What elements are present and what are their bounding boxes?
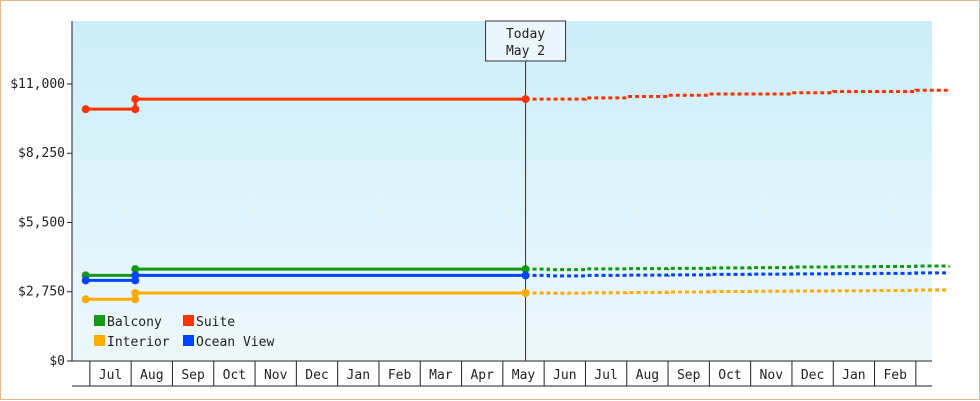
x-tick-label: Aug	[140, 368, 163, 383]
x-tick-label: May	[512, 368, 536, 383]
series-forecast-ocean-view	[525, 271, 951, 278]
x-tick-label: Nov	[760, 368, 784, 383]
point-interior	[131, 289, 140, 297]
x-tick-label: Jan	[347, 368, 370, 383]
legend-swatch-interior	[94, 335, 105, 346]
y-tick-label: $11,000	[10, 77, 65, 92]
legend-swatch-balcony	[94, 315, 105, 326]
series-forecast-interior	[525, 288, 951, 295]
y-tick-label: $2,750	[18, 285, 65, 300]
legend-swatch-ocean-view	[183, 335, 194, 346]
x-tick-label: Feb	[388, 368, 412, 383]
point-suite	[521, 95, 530, 104]
y-tick-label: $8,250	[18, 146, 65, 161]
legend-swatch-suite	[183, 315, 194, 326]
point-balcony	[131, 265, 140, 274]
point-ocean-view	[521, 271, 530, 280]
series-forecast-balcony	[525, 264, 951, 272]
x-tick-label: Jul	[99, 368, 122, 383]
point-interior	[81, 295, 90, 304]
legend-label-interior: Interior	[107, 335, 170, 350]
y-tick-label: $5,500	[18, 215, 65, 230]
point-interior	[131, 295, 140, 304]
series-forecast-suite	[525, 88, 949, 101]
point-suite	[81, 105, 90, 114]
point-balcony	[521, 265, 530, 274]
point-interior	[521, 289, 530, 297]
x-tick-label: Jan	[842, 368, 865, 383]
x-tick-label: Feb	[883, 368, 907, 383]
point-ocean-view	[131, 271, 140, 280]
x-tick-label: Oct	[718, 368, 741, 383]
x-tick-label: Nov	[264, 368, 288, 383]
x-tick-label: Jul	[594, 368, 617, 383]
today-date: May 2	[506, 44, 545, 59]
legend-label-ocean-view: Ocean View	[196, 335, 274, 350]
today-box	[485, 20, 567, 62]
x-tick-label: Sep	[181, 368, 205, 383]
today-label: Today	[506, 27, 545, 42]
plot-background	[72, 21, 932, 361]
point-ocean-view	[81, 276, 90, 285]
point-suite	[131, 105, 140, 114]
x-tick-label: Dec	[305, 368, 328, 383]
x-tick-label: Apr	[470, 368, 494, 383]
series-line-suite	[85, 97, 526, 111]
legend-label-balcony: Balcony	[107, 315, 162, 330]
x-tick-label: Aug	[636, 368, 659, 383]
legend-label-suite: Suite	[196, 315, 235, 330]
x-tick-label: Dec	[801, 368, 824, 383]
x-tick-label: Jun	[553, 368, 576, 383]
point-suite	[131, 95, 140, 104]
x-tick-label: Oct	[223, 368, 246, 383]
x-tick-label: Sep	[677, 368, 701, 383]
y-tick-label: $0	[49, 354, 65, 369]
x-tick-label: Mar	[429, 368, 453, 383]
